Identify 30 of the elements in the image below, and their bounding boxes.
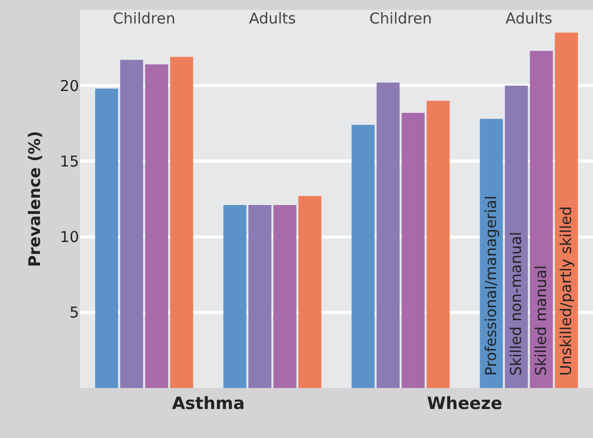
bar bbox=[223, 205, 246, 388]
bar bbox=[95, 88, 118, 388]
bar bbox=[504, 86, 528, 388]
bar bbox=[298, 196, 322, 388]
bar bbox=[426, 100, 450, 388]
bar bbox=[248, 205, 272, 388]
series-label: Unskilled/partly skilled bbox=[556, 206, 575, 376]
y-tick-label: 15 bbox=[60, 152, 79, 170]
bar bbox=[352, 124, 375, 388]
bar bbox=[273, 205, 296, 388]
y-tick-label: 5 bbox=[69, 304, 79, 322]
bar bbox=[530, 50, 553, 388]
bar bbox=[170, 56, 194, 388]
bar bbox=[402, 112, 425, 388]
series-label: Professional/managerial bbox=[482, 196, 500, 376]
bar bbox=[376, 82, 400, 388]
y-tick-label: 10 bbox=[60, 228, 79, 246]
bar bbox=[120, 60, 144, 388]
bar bbox=[145, 64, 168, 388]
text: Wheeze bbox=[427, 394, 502, 414]
x-tick-label: Adults bbox=[505, 10, 553, 28]
text: Asthma bbox=[172, 394, 245, 414]
series-label: Skilled non-manual bbox=[506, 232, 525, 376]
bar bbox=[554, 32, 578, 388]
y-tick-label: 20 bbox=[60, 76, 79, 95]
y-axis-title: Prevalence (%) bbox=[24, 131, 44, 267]
x-tick-label: Adults bbox=[248, 10, 296, 28]
x-tick-label: Children bbox=[369, 10, 432, 28]
x-tick-label: Children bbox=[112, 10, 176, 28]
series-label: Skilled manual bbox=[532, 265, 550, 376]
